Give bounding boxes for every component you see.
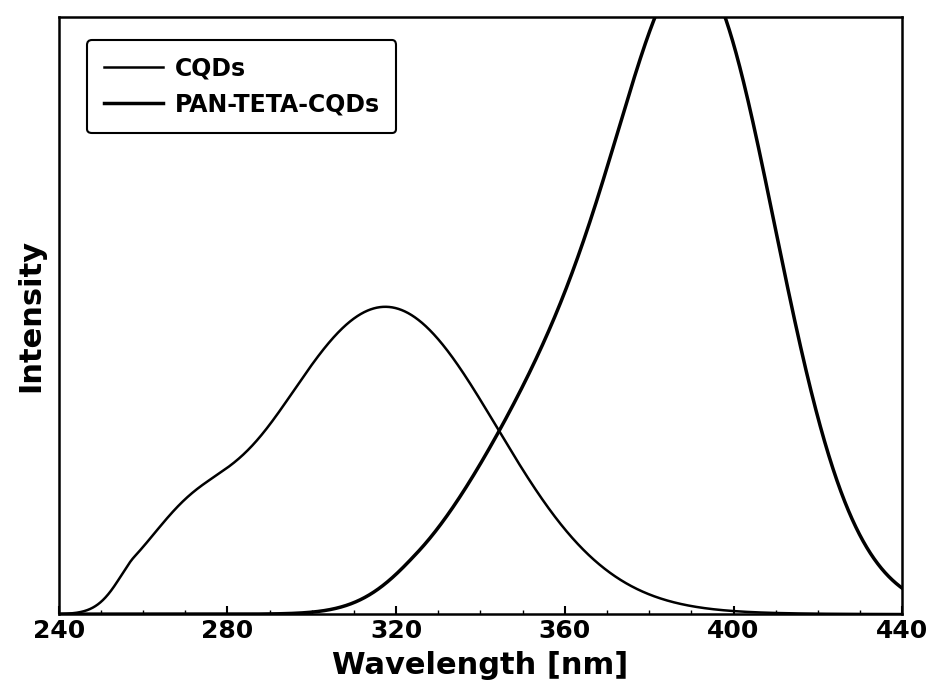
CQDs — [413, 316, 424, 325]
CQDs — [896, 610, 907, 618]
Y-axis label: Intensity: Intensity — [17, 239, 45, 392]
PAN-TETA-CQDs — [896, 584, 907, 592]
Legend: CQDs, PAN-TETA-CQDs: CQDs, PAN-TETA-CQDs — [87, 40, 396, 133]
CQDs — [149, 528, 160, 537]
PAN-TETA-CQDs — [413, 547, 424, 556]
Line: CQDs: CQDs — [59, 307, 902, 614]
PAN-TETA-CQDs — [879, 569, 890, 578]
PAN-TETA-CQDs — [149, 610, 160, 618]
Line: PAN-TETA-CQDs: PAN-TETA-CQDs — [59, 0, 902, 614]
PAN-TETA-CQDs — [376, 582, 387, 590]
CQDs — [53, 610, 64, 618]
CQDs — [379, 302, 391, 311]
CQDs — [879, 610, 890, 618]
CQDs — [199, 479, 211, 487]
PAN-TETA-CQDs — [53, 610, 64, 618]
PAN-TETA-CQDs — [788, 318, 800, 326]
CQDs — [376, 302, 387, 311]
CQDs — [788, 609, 800, 618]
PAN-TETA-CQDs — [199, 610, 211, 618]
X-axis label: Wavelength [nm]: Wavelength [nm] — [332, 651, 628, 680]
